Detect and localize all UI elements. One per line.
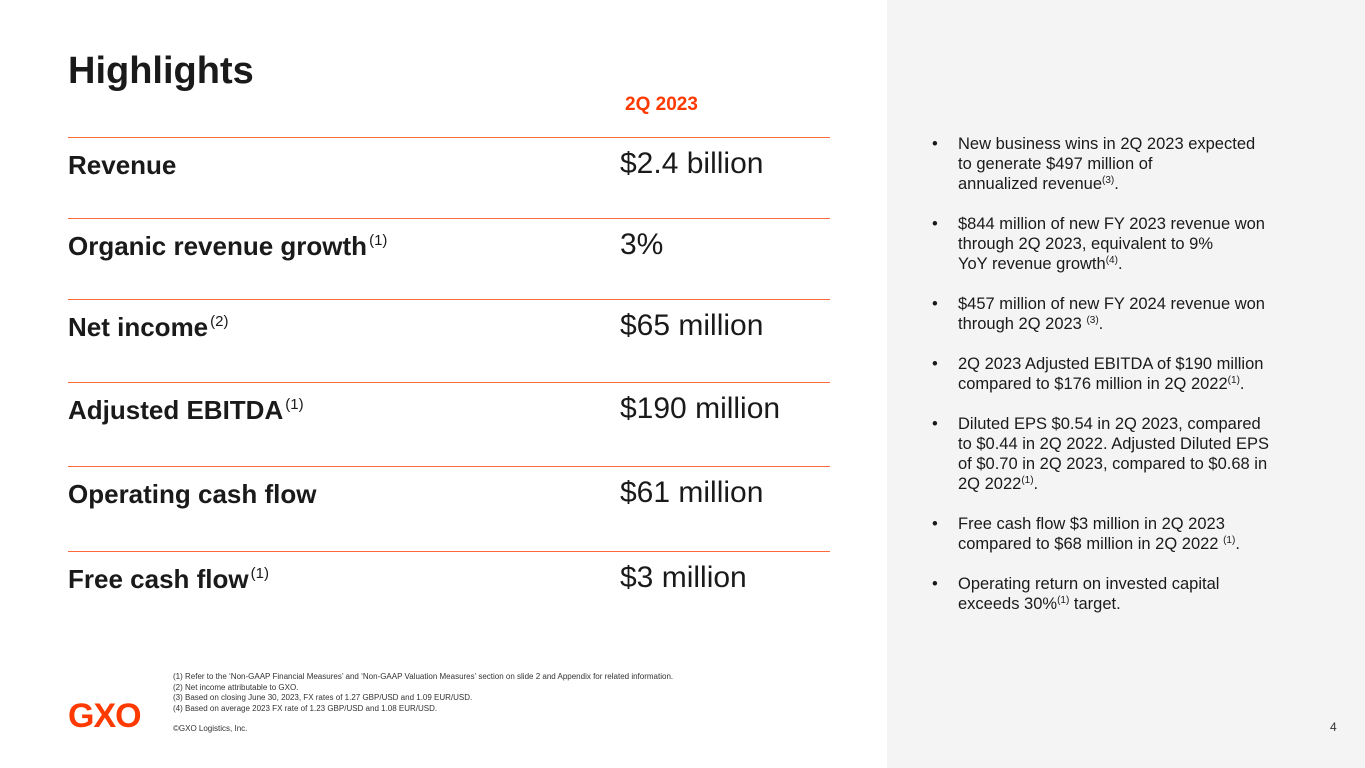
- bullet-text: $844 million of new FY 2023 revenue won …: [958, 215, 1265, 273]
- bullet-list: New business wins in 2Q 2023 expected to…: [930, 134, 1310, 634]
- bullet-item: 2Q 2023 Adjusted EBITDA of $190 million …: [930, 354, 1310, 394]
- metric-row: Net income (2) $65 million: [68, 299, 830, 381]
- metric-value: 3%: [620, 228, 664, 261]
- footnote-ref: (1): [1057, 595, 1070, 606]
- metric-label: Free cash flow (1): [68, 564, 269, 595]
- bullet-text: Operating return on invested capital exc…: [958, 575, 1220, 613]
- bullet-text: $457 million of new FY 2024 revenue won …: [958, 295, 1265, 333]
- bullet-text: 2Q 2023 Adjusted EBITDA of $190 million …: [958, 355, 1264, 393]
- footnote-ref: (1): [250, 565, 269, 582]
- bullet-text-tail: target.: [1069, 595, 1121, 613]
- bullet-item: Diluted EPS $0.54 in 2Q 2023, compared t…: [930, 414, 1310, 494]
- metric-value: $3 million: [620, 561, 747, 594]
- bullet-text-tail: .: [1235, 535, 1240, 553]
- bullet-item: $457 million of new FY 2024 revenue won …: [930, 294, 1310, 334]
- page-title: Highlights: [68, 50, 254, 92]
- footnote-ref: (1): [1223, 535, 1236, 546]
- metric-label: Net income (2): [68, 312, 229, 343]
- footnote-ref: (4): [1105, 255, 1118, 266]
- metric-row: Free cash flow (1) $3 million: [68, 551, 830, 633]
- bullet-item: New business wins in 2Q 2023 expected to…: [930, 134, 1310, 194]
- footnote-ref: (1): [285, 396, 304, 413]
- footnote-ref: (2): [210, 313, 229, 330]
- page-number: 4: [1330, 720, 1337, 734]
- bullet-text: Diluted EPS $0.54 in 2Q 2023, compared t…: [958, 415, 1269, 493]
- metric-label: Organic revenue growth (1): [68, 231, 387, 262]
- metric-value: $61 million: [620, 476, 764, 509]
- bullet-item: Operating return on invested capital exc…: [930, 574, 1310, 614]
- metric-row: Revenue $2.4 billion: [68, 137, 830, 219]
- metric-label-text: Free cash flow: [68, 564, 249, 594]
- footnote-ref: (1): [1021, 475, 1034, 486]
- bullet-text: New business wins in 2Q 2023 expected to…: [958, 135, 1256, 193]
- metric-row: Organic revenue growth (1) 3%: [68, 218, 830, 300]
- metric-label-text: Net income: [68, 312, 209, 342]
- metric-label-text: Adjusted EBITDA: [68, 395, 284, 425]
- metric-label-text: Operating cash flow: [68, 479, 317, 509]
- footnote: (2) Net income attributable to GXO.: [173, 682, 299, 692]
- bullet-item: Free cash flow $3 million in 2Q 2023 com…: [930, 514, 1310, 554]
- footnote: (4) Based on average 2023 FX rate of 1.2…: [173, 703, 438, 713]
- metric-label: Revenue: [68, 150, 178, 181]
- gxo-logo: GXO: [68, 697, 142, 735]
- metric-row: Adjusted EBITDA (1) $190 million: [68, 382, 830, 464]
- bullet-text-tail: .: [1239, 375, 1245, 393]
- metric-row: Operating cash flow $61 million: [68, 466, 830, 548]
- metric-label-text: Organic revenue growth: [68, 231, 368, 261]
- footnote-ref: (3): [1086, 315, 1099, 326]
- metric-label: Adjusted EBITDA (1): [68, 395, 304, 426]
- footnote: (3) Based on closing June 30, 2023, FX r…: [173, 693, 473, 702]
- column-header: 2Q 2023: [625, 94, 698, 115]
- footnote-ref: (1): [1227, 375, 1240, 386]
- footnote-ref: (1): [369, 232, 388, 249]
- bullet-text-tail: .: [1098, 315, 1104, 333]
- footnote: (1) Refer to the ‘Non-GAAP Financial Mea…: [173, 672, 674, 681]
- footnote-ref: (3): [1102, 175, 1115, 186]
- metric-value: $190 million: [620, 392, 781, 425]
- footnotes: (1) Refer to the ‘Non-GAAP Financial Mea…: [173, 672, 673, 714]
- metric-value: $65 million: [620, 309, 764, 342]
- metric-label: Operating cash flow: [68, 479, 319, 510]
- bullet-item: $844 million of new FY 2023 revenue won …: [930, 214, 1310, 274]
- metric-value: $2.4 billion: [620, 147, 764, 180]
- bullet-text-tail: .: [1117, 255, 1123, 273]
- metric-label-text: Revenue: [68, 150, 177, 180]
- bullet-text: Free cash flow $3 million in 2Q 2023 com…: [958, 515, 1225, 553]
- bullet-text-tail: .: [1114, 175, 1119, 193]
- copyright: ©GXO Logistics, Inc.: [173, 724, 248, 733]
- bullet-text-tail: .: [1033, 475, 1039, 493]
